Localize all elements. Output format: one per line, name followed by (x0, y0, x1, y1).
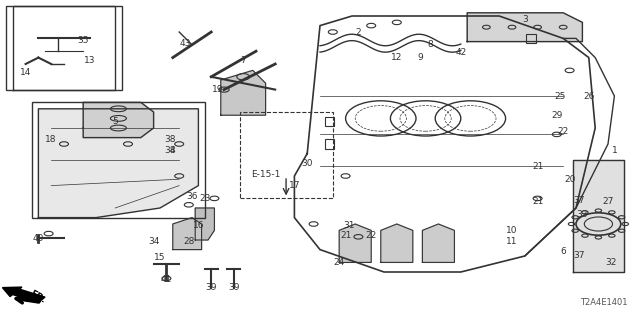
Bar (32, 102, 205, 218)
Text: 33: 33 (577, 210, 588, 219)
Text: 41: 41 (161, 276, 172, 284)
Polygon shape (339, 224, 371, 262)
Text: 30: 30 (301, 159, 313, 168)
Text: 39: 39 (205, 284, 217, 292)
Text: T2A4E1401: T2A4E1401 (580, 298, 627, 307)
Text: 7: 7 (241, 56, 246, 65)
Text: 39: 39 (228, 284, 239, 292)
Text: 17: 17 (289, 181, 300, 190)
Text: 32: 32 (605, 258, 617, 267)
Text: FR.: FR. (28, 289, 47, 305)
Bar (526, 34, 536, 43)
Polygon shape (221, 70, 266, 115)
Text: 36: 36 (186, 192, 198, 201)
Text: 22: 22 (557, 127, 569, 136)
Polygon shape (381, 224, 413, 262)
Text: 37: 37 (573, 252, 585, 260)
Text: 19: 19 (212, 85, 223, 94)
Text: 25: 25 (554, 92, 566, 100)
Bar (325, 117, 335, 126)
Bar (325, 139, 335, 149)
Text: 13: 13 (84, 56, 95, 65)
Polygon shape (573, 160, 624, 272)
Text: 34: 34 (148, 237, 159, 246)
Text: 15: 15 (154, 253, 166, 262)
Text: 12: 12 (391, 53, 403, 62)
Text: 43: 43 (180, 39, 191, 48)
Text: 4: 4 (170, 146, 175, 155)
FancyArrow shape (3, 287, 45, 302)
Polygon shape (195, 208, 214, 240)
Bar (6, 6, 122, 90)
Text: 37: 37 (573, 196, 585, 204)
Text: 10: 10 (506, 226, 518, 235)
Text: 21: 21 (532, 162, 543, 171)
Text: 1: 1 (612, 146, 617, 155)
Text: FR.: FR. (24, 294, 42, 304)
Text: 2: 2 (356, 28, 361, 36)
Text: 26: 26 (583, 92, 595, 100)
Text: 42: 42 (455, 48, 467, 57)
Text: 18: 18 (45, 135, 57, 144)
Text: 3: 3 (522, 15, 527, 24)
Text: 23: 23 (199, 194, 211, 203)
Text: 8: 8 (428, 40, 433, 49)
Bar (240, 112, 333, 198)
Polygon shape (83, 102, 154, 138)
Text: 11: 11 (506, 237, 518, 246)
Text: 20: 20 (564, 175, 575, 184)
Text: 5: 5 (113, 117, 118, 126)
Text: 29: 29 (551, 111, 563, 120)
Text: 35: 35 (77, 36, 89, 44)
Text: 16: 16 (193, 221, 204, 230)
Polygon shape (38, 109, 198, 218)
Text: 6: 6 (561, 247, 566, 256)
Text: 38: 38 (164, 135, 175, 144)
Polygon shape (467, 13, 582, 42)
Text: 21: 21 (532, 197, 543, 206)
Text: 14: 14 (20, 68, 31, 76)
Text: 21: 21 (340, 231, 351, 240)
Text: 28: 28 (183, 237, 195, 246)
Polygon shape (173, 218, 202, 250)
Text: 27: 27 (602, 197, 614, 206)
Text: 24: 24 (333, 258, 345, 267)
Text: 31: 31 (343, 221, 355, 230)
Text: 40: 40 (33, 234, 44, 243)
Text: 9: 9 (417, 53, 422, 62)
Text: 22: 22 (365, 231, 377, 240)
Polygon shape (422, 224, 454, 262)
Text: E-15-1: E-15-1 (251, 170, 280, 179)
Text: 38: 38 (164, 146, 175, 155)
